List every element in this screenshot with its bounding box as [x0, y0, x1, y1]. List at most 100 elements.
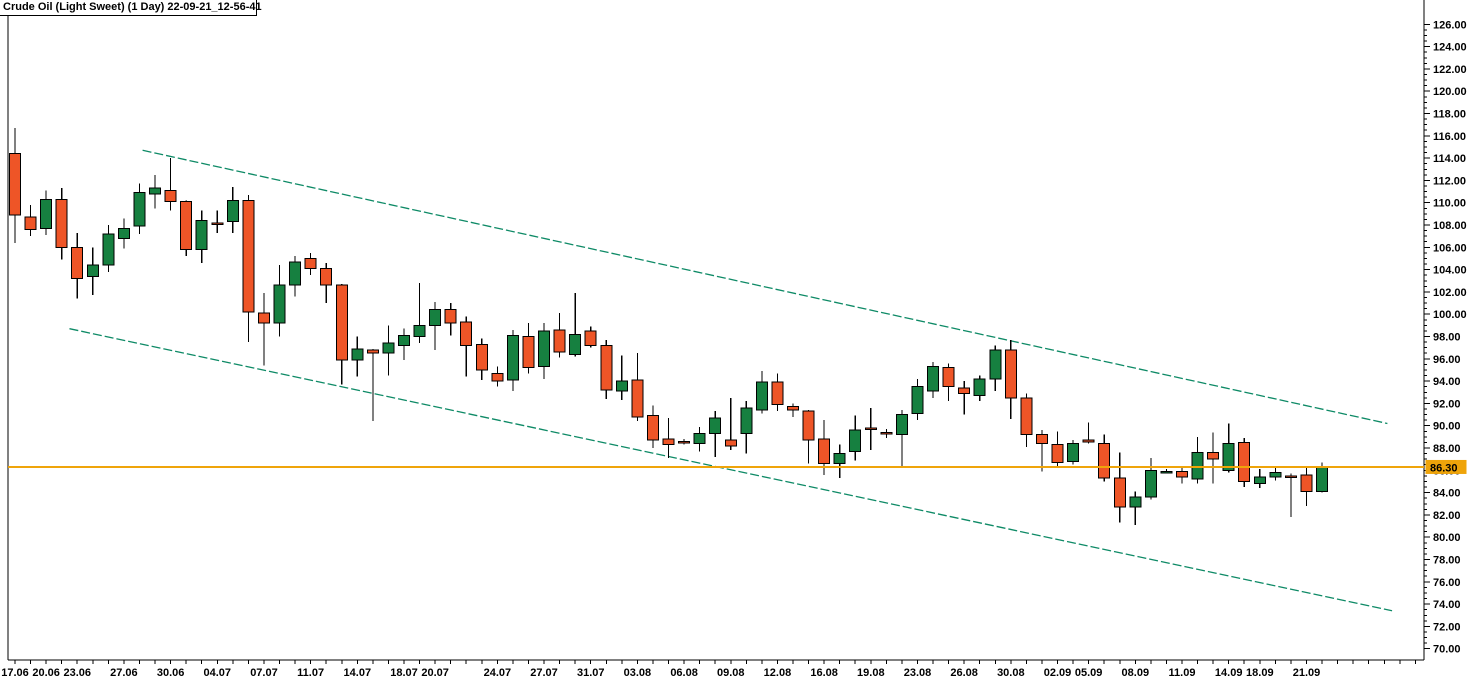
candle[interactable] — [1191, 436, 1204, 484]
candle[interactable] — [195, 210, 208, 263]
candle[interactable] — [911, 378, 924, 421]
candle[interactable] — [1284, 473, 1297, 518]
candle[interactable] — [117, 218, 130, 249]
candle[interactable] — [1300, 468, 1313, 506]
candle[interactable] — [1129, 491, 1142, 525]
candle[interactable] — [895, 410, 908, 469]
candle[interactable] — [413, 282, 426, 344]
candle[interactable] — [1238, 437, 1251, 488]
candle[interactable] — [102, 225, 115, 272]
candle-body — [1176, 470, 1188, 478]
candle[interactable] — [71, 232, 84, 299]
candle[interactable] — [724, 397, 737, 451]
channel-lower-line[interactable] — [69, 328, 1393, 612]
candle-body — [833, 453, 846, 465]
candle[interactable] — [1098, 434, 1111, 482]
candle[interactable] — [849, 415, 862, 461]
candle[interactable] — [133, 183, 146, 234]
candle[interactable] — [522, 323, 535, 374]
candle[interactable] — [382, 325, 395, 376]
channel-upper-line[interactable] — [142, 149, 1388, 425]
candle[interactable] — [506, 329, 519, 392]
candle[interactable] — [818, 420, 831, 475]
candle[interactable] — [678, 439, 691, 445]
candle[interactable] — [958, 381, 971, 415]
candle[interactable] — [646, 405, 659, 448]
candle[interactable] — [226, 187, 239, 233]
candle[interactable] — [86, 247, 99, 296]
candle[interactable] — [1020, 393, 1033, 447]
candle[interactable] — [1067, 440, 1080, 465]
candle[interactable] — [553, 313, 566, 358]
candle[interactable] — [1207, 432, 1220, 484]
candle[interactable] — [242, 194, 255, 343]
candle-body — [24, 216, 37, 230]
candle[interactable] — [24, 204, 37, 237]
candle[interactable] — [1144, 458, 1157, 500]
candle[interactable] — [180, 200, 193, 257]
candle[interactable] — [1004, 339, 1017, 420]
candle[interactable] — [538, 323, 551, 379]
candle[interactable] — [1222, 423, 1235, 473]
candle[interactable] — [1176, 465, 1188, 484]
candle[interactable] — [973, 375, 986, 402]
candle[interactable] — [257, 293, 270, 366]
candle[interactable] — [755, 371, 768, 414]
candle[interactable] — [833, 444, 846, 479]
candle[interactable] — [491, 366, 504, 387]
candle[interactable] — [771, 373, 784, 412]
candle[interactable] — [444, 303, 457, 336]
candle[interactable] — [1051, 431, 1064, 466]
candle[interactable] — [475, 338, 488, 380]
y-tick-label: 92.00 — [1433, 398, 1461, 410]
candle[interactable] — [989, 345, 1002, 392]
candle[interactable] — [149, 174, 162, 209]
candle[interactable] — [211, 210, 224, 233]
candle[interactable] — [1269, 468, 1282, 481]
candle[interactable] — [880, 429, 893, 438]
candle[interactable] — [9, 127, 21, 243]
candle[interactable] — [631, 353, 644, 422]
candle[interactable] — [304, 252, 317, 276]
candle[interactable] — [600, 339, 613, 399]
candle[interactable] — [1113, 452, 1126, 523]
candle[interactable] — [927, 362, 940, 398]
candle[interactable] — [366, 348, 379, 422]
y-tick-label: 88.00 — [1433, 443, 1461, 455]
candle[interactable] — [615, 355, 628, 401]
candle-body — [335, 284, 348, 361]
y-tick-label: 98.00 — [1433, 332, 1461, 344]
candle[interactable] — [398, 328, 410, 360]
candle[interactable] — [693, 426, 706, 452]
candle[interactable] — [1035, 430, 1048, 472]
candle[interactable] — [569, 293, 582, 357]
candle[interactable] — [942, 363, 955, 402]
candle[interactable] — [1082, 422, 1095, 444]
y-tick-label: 124.00 — [1433, 42, 1467, 54]
candle-body — [9, 153, 21, 216]
candle[interactable] — [289, 256, 302, 297]
candle[interactable] — [584, 326, 597, 348]
candle[interactable] — [273, 265, 286, 337]
trend-channel[interactable] — [69, 149, 1393, 612]
candle[interactable] — [662, 417, 675, 459]
candle[interactable] — [1253, 469, 1266, 489]
candle[interactable] — [351, 336, 364, 377]
candle[interactable] — [864, 407, 877, 451]
candle[interactable] — [709, 411, 722, 457]
candle[interactable] — [164, 158, 177, 211]
candle[interactable] — [740, 401, 753, 454]
candle[interactable] — [787, 403, 799, 417]
candles-layer — [9, 127, 1329, 525]
candle[interactable] — [1160, 469, 1173, 474]
candle[interactable] — [802, 410, 815, 464]
candle[interactable] — [335, 284, 348, 385]
candle[interactable] — [320, 262, 333, 304]
candle-body — [304, 257, 317, 269]
candle[interactable] — [55, 188, 68, 260]
candle[interactable] — [460, 316, 473, 377]
candle[interactable] — [429, 301, 442, 350]
candle[interactable] — [40, 190, 53, 236]
candle-body — [693, 433, 706, 445]
